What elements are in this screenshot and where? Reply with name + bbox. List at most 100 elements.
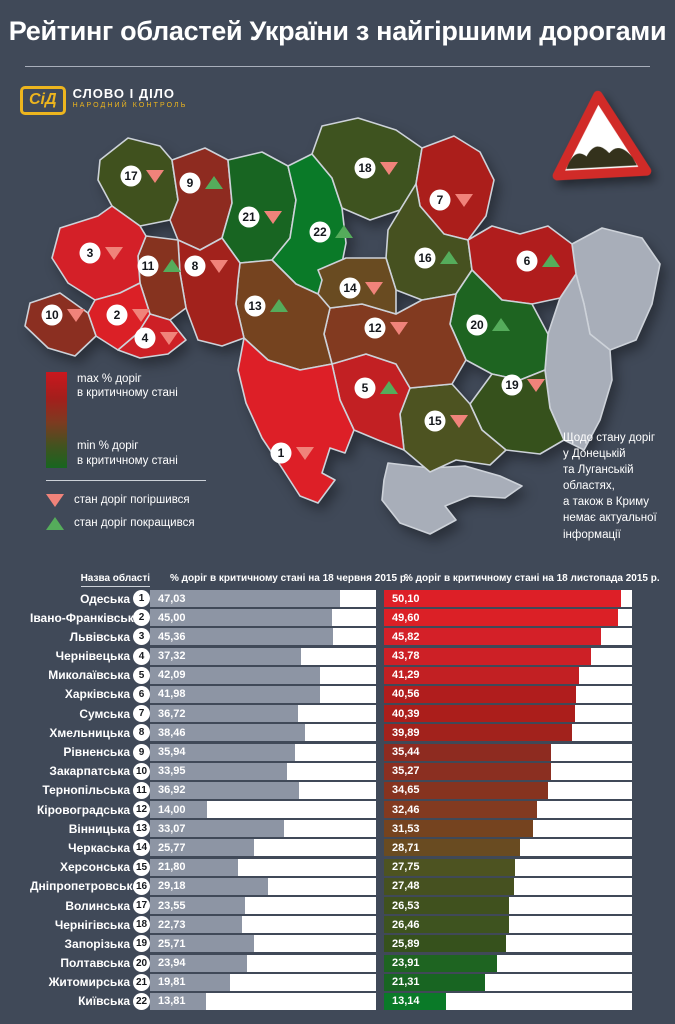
november-value: 45,82 bbox=[392, 630, 420, 643]
november-bar: 27,48 bbox=[384, 877, 514, 895]
rank-badge: 10 bbox=[133, 762, 150, 780]
june-value: 33,95 bbox=[158, 765, 186, 778]
november-bar: 32,46 bbox=[384, 801, 538, 819]
november-value: 26,46 bbox=[392, 918, 420, 931]
marker-rank-badge bbox=[270, 442, 292, 464]
gradient-scale bbox=[46, 372, 67, 468]
region-name: Львівська bbox=[69, 629, 130, 644]
trend-down-icon bbox=[67, 309, 85, 322]
table-row: Київська 22 13,81 13,14 bbox=[30, 992, 662, 1010]
map-marker-kherson: 15 bbox=[424, 410, 468, 432]
november-bar-track: 35,44 bbox=[384, 743, 632, 761]
november-bar-track: 26,46 bbox=[384, 916, 632, 934]
rank-badge: 18 bbox=[133, 916, 150, 934]
region-name: Закарпатська bbox=[49, 764, 130, 779]
marker-rank-badge bbox=[309, 221, 331, 243]
marker-rank-badge bbox=[354, 157, 376, 179]
november-value: 40,56 bbox=[392, 688, 420, 701]
june-value: 33,07 bbox=[158, 822, 186, 835]
marker-rank-number: 3 bbox=[87, 246, 94, 260]
november-value: 43,78 bbox=[392, 650, 420, 663]
map-marker-kirovohrad: 12 bbox=[364, 317, 408, 339]
june-value: 38,46 bbox=[158, 726, 186, 739]
rank-badge: 8 bbox=[133, 724, 150, 742]
june-value: 36,92 bbox=[158, 784, 186, 797]
marker-rank-number: 15 bbox=[428, 414, 442, 428]
marker-rank-number: 18 bbox=[358, 161, 372, 175]
november-value: 21,31 bbox=[392, 976, 420, 989]
marker-rank-badge bbox=[429, 189, 451, 211]
marker-rank-number: 14 bbox=[343, 281, 357, 295]
table-row: Запорізька 19 25,71 25,89 bbox=[30, 935, 662, 953]
november-value: 25,89 bbox=[392, 937, 420, 950]
june-bar-track: 45,36 bbox=[150, 628, 376, 646]
november-bar: 49,60 bbox=[384, 609, 619, 627]
rank-badge: 15 bbox=[133, 858, 150, 876]
november-bar-track: 27,75 bbox=[384, 858, 632, 876]
header-november: % доріг в критичному стані на 18 листопа… bbox=[404, 573, 660, 584]
table-row: Херсонська 15 21,80 27,75 bbox=[30, 858, 662, 876]
trend-down-icon bbox=[264, 211, 282, 224]
table-row: Чернігівська 18 22,73 26,46 bbox=[30, 916, 662, 934]
region-name: Хмельницька bbox=[49, 725, 130, 740]
june-bar: 36,92 bbox=[150, 781, 299, 799]
trend-down-icon bbox=[105, 247, 123, 260]
november-bar-track: 49,60 bbox=[384, 609, 632, 627]
marker-rank-badge bbox=[354, 377, 376, 399]
table-row: Волинська 17 23,55 26,53 bbox=[30, 897, 662, 914]
june-bar: 45,00 bbox=[150, 609, 332, 627]
june-bar: 13,81 bbox=[150, 992, 206, 1010]
map-region-odesa bbox=[237, 337, 355, 504]
table-row: Рівненська 9 35,94 35,44 bbox=[30, 743, 662, 761]
june-value: 42,09 bbox=[158, 669, 186, 682]
trend-up-icon bbox=[205, 176, 223, 189]
rank-badge: 19 bbox=[133, 935, 150, 953]
marker-rank-badge bbox=[414, 247, 436, 269]
map-marker-odesa: 1 bbox=[270, 442, 314, 464]
rank-badge: 1 bbox=[133, 590, 150, 607]
november-bar: 35,27 bbox=[384, 762, 551, 780]
trend-down-icon bbox=[46, 493, 64, 507]
region-name: Одеська bbox=[80, 591, 130, 606]
map-marker-rivne: 9 bbox=[179, 172, 223, 194]
november-bar: 40,56 bbox=[384, 685, 576, 703]
region-name: Дніпропетровська bbox=[30, 879, 140, 894]
june-bar: 36,72 bbox=[150, 705, 299, 723]
region-name: Кіровоградська bbox=[36, 802, 130, 817]
region-name: Полтавська bbox=[60, 956, 130, 971]
rank-badge: 21 bbox=[133, 973, 150, 991]
table-row: Харківська 6 41,98 40,56 bbox=[30, 685, 662, 703]
region-name: Чернігівська bbox=[54, 917, 130, 932]
ukraine-map: 17 9 21 22 18 7 16 6 20 19 15 5 12 14 13 8 11 3 2 10 4 1 bbox=[24, 117, 661, 535]
june-bar: 19,81 bbox=[150, 973, 230, 991]
marker-rank-badge bbox=[244, 295, 266, 317]
june-bar: 23,94 bbox=[150, 954, 247, 972]
june-bar-track: 23,94 bbox=[150, 954, 376, 972]
map-marker-zakarpattia: 10 bbox=[41, 304, 85, 326]
november-bar: 21,31 bbox=[384, 973, 485, 991]
map-marker-chernihiv: 18 bbox=[354, 157, 398, 179]
marker-rank-badge bbox=[339, 277, 361, 299]
marker-rank-number: 13 bbox=[248, 299, 262, 313]
marker-rank-badge bbox=[238, 206, 260, 228]
map-marker-khmelnytskyi: 8 bbox=[184, 255, 228, 277]
november-bar-track: 26,53 bbox=[384, 897, 632, 914]
map-marker-mykolaiv: 5 bbox=[354, 377, 398, 399]
november-value: 34,65 bbox=[392, 784, 420, 797]
marker-rank-badge bbox=[120, 165, 142, 187]
june-value: 29,18 bbox=[158, 880, 186, 893]
june-bar: 35,94 bbox=[150, 743, 296, 761]
november-bar: 45,82 bbox=[384, 628, 601, 646]
november-value: 35,44 bbox=[392, 746, 420, 758]
table-row: Кіровоградська 12 14,00 32,46 bbox=[30, 801, 662, 819]
rank-badge: 4 bbox=[133, 647, 150, 665]
november-bar-track: 23,91 bbox=[384, 954, 632, 972]
marker-rank-number: 22 bbox=[313, 225, 327, 239]
rank-badge: 13 bbox=[133, 820, 150, 838]
november-bar: 13,14 bbox=[384, 992, 446, 1010]
june-value: 14,00 bbox=[158, 803, 186, 816]
map-marker-zaporizhzhia: 19 bbox=[501, 374, 545, 396]
november-bar: 28,71 bbox=[384, 839, 520, 857]
logo-name: СЛОВО І ДІЛО bbox=[72, 86, 175, 101]
